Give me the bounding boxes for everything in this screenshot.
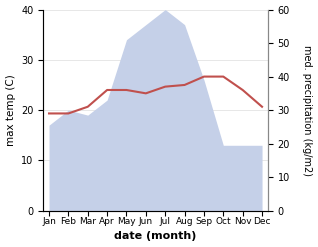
Y-axis label: max temp (C): max temp (C): [5, 74, 16, 146]
X-axis label: date (month): date (month): [114, 231, 197, 242]
Y-axis label: med. precipitation (kg/m2): med. precipitation (kg/m2): [302, 45, 313, 176]
